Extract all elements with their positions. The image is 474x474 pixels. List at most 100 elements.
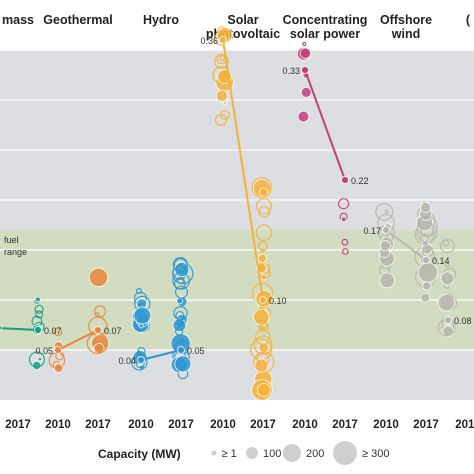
average-point — [259, 296, 267, 304]
average-point — [34, 326, 42, 334]
legend-circle — [283, 444, 301, 462]
average-trend-line — [222, 39, 264, 301]
project-point — [88, 267, 109, 287]
legend-entry: ≥ 300 — [333, 441, 389, 465]
project-point — [135, 287, 143, 295]
project-point — [422, 281, 432, 291]
project-point — [442, 239, 450, 247]
project-point — [174, 355, 192, 373]
average-point — [219, 36, 227, 44]
average-trend-line — [140, 349, 182, 361]
project-point — [375, 202, 394, 221]
project-point — [255, 224, 273, 242]
project-point — [384, 209, 389, 214]
project-point — [35, 296, 41, 303]
project-point — [255, 198, 273, 215]
average-value-label: 0.14 — [432, 256, 450, 266]
legend-circle — [246, 447, 258, 459]
average-point — [0, 324, 2, 332]
project-point — [439, 238, 455, 254]
project-point — [259, 325, 265, 332]
project-point — [257, 253, 267, 263]
project-point — [444, 262, 450, 268]
legend-title: Capacity (MW) — [98, 447, 181, 461]
average-point — [137, 356, 145, 364]
project-point — [172, 318, 187, 333]
average-value-label: 0.36 — [200, 36, 218, 46]
project-point — [28, 351, 45, 368]
project-point — [254, 358, 269, 373]
legend-circle — [211, 450, 217, 456]
average-point — [341, 176, 349, 184]
average-value-label: 0.10 — [269, 296, 287, 306]
average-value-label: 0.05 — [187, 346, 205, 356]
project-point — [300, 86, 312, 98]
average-point — [94, 326, 102, 334]
project-point — [420, 233, 430, 243]
project-point — [337, 198, 350, 210]
project-point — [297, 110, 310, 123]
project-point — [340, 216, 347, 222]
category-label: ( — [466, 13, 471, 27]
project-point — [32, 360, 42, 371]
legend-label: 200 — [306, 448, 324, 460]
project-point — [172, 257, 188, 273]
project-point — [440, 271, 455, 286]
project-point — [137, 347, 146, 356]
footer-background — [0, 400, 474, 474]
category-label: wind — [391, 27, 420, 41]
legend-entry: 200 — [283, 444, 324, 462]
legend-entry: ≥ 1 — [211, 448, 237, 460]
project-point — [445, 293, 454, 302]
category-label: solar power — [290, 27, 360, 41]
category-label: Solar — [227, 13, 258, 27]
year-tick-label: 2010 — [292, 419, 318, 431]
average-point — [301, 66, 309, 74]
project-point — [383, 276, 392, 285]
project-point — [219, 55, 226, 61]
project-point — [258, 241, 268, 252]
project-point — [379, 272, 396, 289]
average-value-label: 0.08 — [454, 316, 472, 326]
project-point — [420, 201, 432, 214]
project-point — [302, 41, 307, 47]
year-tick-label: 2010 — [210, 419, 236, 431]
year-tick-label: 2010 — [373, 419, 399, 431]
average-value-label: 0.05 — [35, 346, 53, 356]
average-trend-line — [304, 69, 346, 181]
project-point — [341, 248, 349, 255]
average-point — [444, 316, 452, 324]
project-point — [215, 113, 228, 126]
category-label: Concentrating — [283, 13, 368, 27]
year-tick-label: 2010 — [455, 419, 474, 431]
year-tick-label: 2017 — [85, 419, 111, 431]
project-point — [299, 47, 312, 59]
project-point — [416, 216, 438, 238]
project-point — [420, 292, 431, 303]
average-point — [382, 226, 390, 234]
average-trend-line — [385, 229, 427, 261]
project-point — [223, 101, 227, 106]
header-background — [0, 0, 474, 50]
project-point — [256, 383, 271, 397]
category-label: Geothermal — [43, 13, 112, 27]
project-point — [253, 351, 275, 373]
project-point — [213, 53, 229, 69]
project-point — [37, 356, 43, 362]
project-point — [421, 245, 434, 257]
average-point — [177, 346, 185, 354]
project-point — [256, 352, 270, 366]
project-point — [35, 310, 44, 319]
average-value-label: 0.22 — [351, 176, 369, 186]
project-point — [138, 323, 144, 329]
project-point — [251, 177, 272, 198]
year-tick-label: 2017 — [332, 419, 358, 431]
project-point — [384, 234, 389, 239]
legend-label: ≥ 300 — [362, 448, 389, 460]
year-tick-label: 2017 — [413, 419, 439, 431]
project-point — [437, 293, 456, 312]
project-point — [215, 89, 228, 102]
average-trend-line — [0, 327, 39, 331]
project-point — [420, 222, 435, 237]
